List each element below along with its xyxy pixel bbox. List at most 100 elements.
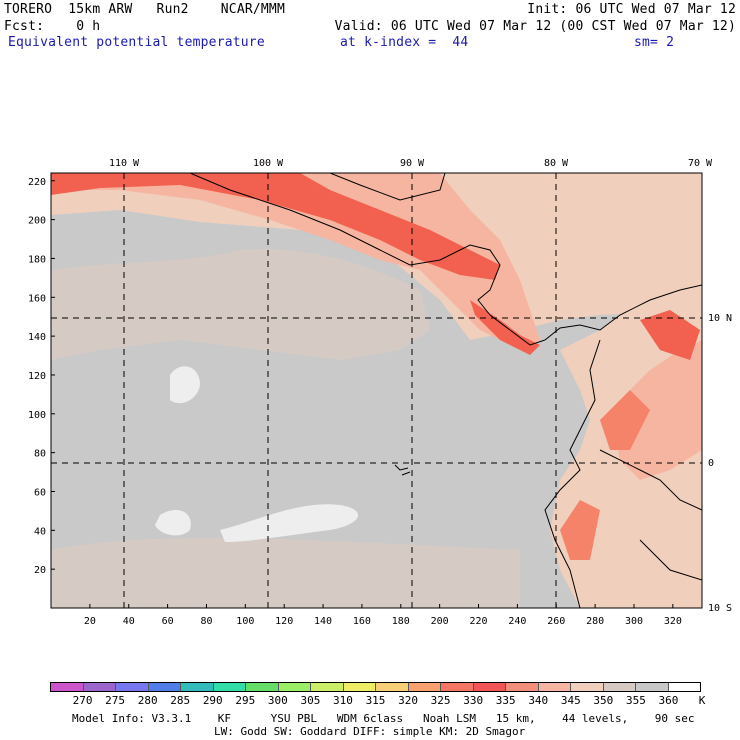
colorbar-swatch bbox=[408, 683, 441, 691]
ocean-warm-patch-south bbox=[51, 538, 520, 608]
colorbar-label: 290 bbox=[202, 694, 223, 707]
field-shading bbox=[51, 173, 702, 608]
map-frame bbox=[50, 172, 703, 609]
level-label: at k-index = 44 bbox=[340, 35, 469, 50]
andes-hot-1 bbox=[640, 310, 700, 360]
y-tick-label: 200 bbox=[28, 216, 46, 227]
x-tick-label: 200 bbox=[431, 616, 449, 627]
lon-label-100w: 100 W bbox=[253, 158, 284, 169]
andes-warm-1 bbox=[610, 340, 702, 480]
x-tick-label: 220 bbox=[469, 616, 487, 627]
model-info-line-1: Model Info: V3.3.1 KF YSU PBL WDM 6class… bbox=[72, 712, 695, 725]
x-tick-label: 120 bbox=[275, 616, 293, 627]
x-tick-label: 20 bbox=[84, 616, 96, 627]
x-tick-label: 140 bbox=[314, 616, 332, 627]
colorbar-label: 270 bbox=[72, 694, 93, 707]
lon-label-90w: 90 W bbox=[400, 158, 425, 169]
run-label: Run2 bbox=[156, 2, 189, 17]
org-label: NCAR/MMM bbox=[220, 2, 285, 17]
colorbar-label: 335 bbox=[495, 694, 516, 707]
map-panel: 110 W 100 W 90 W 80 W 70 W bbox=[28, 158, 732, 627]
colorbar-label: 315 bbox=[365, 694, 386, 707]
cool-patch-3 bbox=[220, 504, 359, 542]
x-tick-label: 160 bbox=[353, 616, 371, 627]
x-tick-label: 300 bbox=[625, 616, 643, 627]
y-tick-label: 140 bbox=[28, 332, 46, 343]
colorbar-label: 310 bbox=[333, 694, 353, 707]
fcst-label: Fcst: bbox=[4, 19, 45, 34]
colorbar-swatch bbox=[246, 683, 279, 691]
colorbar-swatch bbox=[376, 683, 409, 691]
valid-time: Valid: 06 UTC Wed 07 Mar 12 (00 CST Wed … bbox=[334, 19, 736, 34]
land-central-america bbox=[51, 173, 540, 350]
x-tick-label: 40 bbox=[123, 616, 135, 627]
peru-hot bbox=[560, 500, 600, 560]
colorbar-swatch bbox=[181, 683, 214, 691]
lat-label-0: 0 bbox=[708, 458, 714, 469]
y-tick-label: 60 bbox=[34, 487, 46, 498]
colorbar-swatch bbox=[83, 683, 116, 691]
model-name: TORERO bbox=[4, 2, 53, 17]
colorbar-swatch bbox=[538, 683, 571, 691]
y-tick-label: 40 bbox=[34, 526, 46, 537]
x-tick-label: 80 bbox=[200, 616, 212, 627]
y-tick-label: 100 bbox=[28, 410, 46, 421]
colorbar-swatch bbox=[148, 683, 181, 691]
x-tick-label: 100 bbox=[236, 616, 254, 627]
colorbar-label: 360 bbox=[658, 694, 679, 707]
x-tick-label: 60 bbox=[162, 616, 174, 627]
colorbar-labels: 270 275 280 285 290 295 300 305 310 315 320 325 330 3… bbox=[50, 694, 710, 707]
colorbar-label: 300 bbox=[267, 694, 288, 707]
colorbar-swatch bbox=[441, 683, 474, 691]
coastlines bbox=[189, 173, 702, 608]
lat-label-10s: 10 S bbox=[708, 603, 732, 614]
colorbar-label: 275 bbox=[105, 694, 126, 707]
y-tick-label: 180 bbox=[28, 254, 46, 265]
x-tick-label: 260 bbox=[547, 616, 565, 627]
cool-patch-2 bbox=[155, 510, 191, 536]
lon-label-110w: 110 W bbox=[109, 158, 140, 169]
init-time: Init: 06 UTC Wed 07 Mar 12 bbox=[527, 2, 736, 17]
hot-band-costa-rica bbox=[470, 300, 540, 355]
y-tick-label: 20 bbox=[34, 565, 46, 576]
fcst-value: 0 h bbox=[76, 19, 101, 34]
colorbar-swatch bbox=[603, 683, 636, 691]
y-tick-label: 220 bbox=[28, 177, 46, 188]
colorbar-label: 355 bbox=[625, 694, 646, 707]
colorbar-swatch bbox=[636, 683, 669, 691]
colorbar-unit: K bbox=[698, 694, 706, 707]
colorbar-label: 350 bbox=[593, 694, 614, 707]
ocean-warm-patch-1 bbox=[51, 249, 430, 360]
colorbar-label: 325 bbox=[430, 694, 451, 707]
andes-hot-2 bbox=[600, 390, 650, 450]
hot-band-mexico bbox=[51, 173, 500, 280]
colorbar bbox=[50, 682, 701, 692]
colorbar-label: 285 bbox=[170, 694, 191, 707]
colorbar-swatch bbox=[278, 683, 311, 691]
colorbar-swatch bbox=[343, 683, 376, 691]
lat-label-10n: 10 N bbox=[708, 313, 732, 324]
colorbar-label: 320 bbox=[398, 694, 418, 707]
colorbar-label: 295 bbox=[235, 694, 256, 707]
resolution: 15km ARW bbox=[68, 2, 133, 17]
colorbar-label: 340 bbox=[528, 694, 549, 707]
x-tick-label: 280 bbox=[586, 616, 604, 627]
colorbar-swatch bbox=[473, 683, 506, 691]
model-info-line-2: LW: Godd SW: Goddard DIFF: simple KM: 2D… bbox=[214, 725, 526, 738]
colorbar-swatch bbox=[571, 683, 604, 691]
colorbar-label: 330 bbox=[463, 694, 484, 707]
lat-lon-grid bbox=[51, 173, 702, 608]
colorbar-swatch bbox=[116, 683, 149, 691]
colorbar-label: 345 bbox=[560, 694, 581, 707]
lon-label-80w: 80 W bbox=[544, 158, 569, 169]
smoothing-label: sm= 2 bbox=[634, 35, 675, 50]
lon-label-70w: 70 W bbox=[688, 158, 713, 169]
colorbar-swatch bbox=[51, 683, 84, 691]
field-name: Equivalent potential temperature bbox=[8, 35, 265, 50]
header-line-1-left: TORERO 15km ARW Run2 NCAR/MMM bbox=[4, 2, 285, 17]
forecast-hour: Fcst: 0 h bbox=[4, 19, 100, 34]
y-tick-label: 80 bbox=[34, 449, 46, 460]
x-tick-label: 320 bbox=[664, 616, 682, 627]
y-tick-label: 120 bbox=[28, 371, 46, 382]
cool-patch-1 bbox=[170, 366, 200, 404]
